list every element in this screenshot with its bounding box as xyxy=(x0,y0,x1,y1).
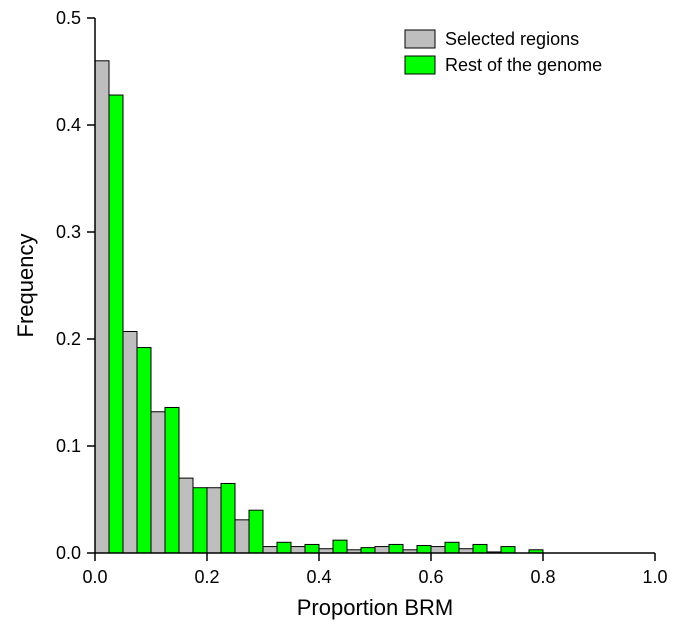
y-tick-label: 0.4 xyxy=(56,115,81,135)
y-tick-label: 0.3 xyxy=(56,222,81,242)
bar-selected-regions-2 xyxy=(151,412,165,553)
bar-rest-of-the-genome-11 xyxy=(417,546,431,553)
x-tick-label: 0.4 xyxy=(306,567,331,587)
bar-rest-of-the-genome-3 xyxy=(193,488,207,553)
bar-selected-regions-10 xyxy=(375,547,389,553)
legend-swatch-0 xyxy=(405,30,435,48)
bar-selected-regions-1 xyxy=(123,332,137,553)
bar-rest-of-the-genome-9 xyxy=(361,548,375,553)
bar-selected-regions-12 xyxy=(431,547,445,553)
bar-rest-of-the-genome-8 xyxy=(333,540,347,553)
bar-rest-of-the-genome-1 xyxy=(137,348,151,553)
legend-label-1: Rest of the genome xyxy=(445,55,602,75)
y-axis-label: Frequency xyxy=(13,234,38,338)
bar-selected-regions-0 xyxy=(95,61,109,553)
bar-rest-of-the-genome-7 xyxy=(305,544,319,553)
bar-rest-of-the-genome-0 xyxy=(109,95,123,553)
bar-rest-of-the-genome-14 xyxy=(501,547,515,553)
bar-selected-regions-7 xyxy=(291,547,305,553)
bar-selected-regions-3 xyxy=(179,478,193,553)
bar-rest-of-the-genome-2 xyxy=(165,407,179,553)
bar-selected-regions-6 xyxy=(263,547,277,553)
bar-rest-of-the-genome-6 xyxy=(277,542,291,553)
y-tick-label: 0.0 xyxy=(56,543,81,563)
x-tick-label: 0.2 xyxy=(194,567,219,587)
x-tick-label: 1.0 xyxy=(642,567,667,587)
legend-swatch-1 xyxy=(405,56,435,74)
bar-rest-of-the-genome-13 xyxy=(473,544,487,553)
x-axis-label: Proportion BRM xyxy=(297,595,454,620)
chart-svg: 0.0 0.2 0.4 0.6 0.8 1.0 Proportion BRM 0.0 0.1 0.… xyxy=(0,0,685,641)
histogram-chart: 0.0 0.2 0.4 0.6 0.8 1.0 Proportion BRM 0.0 0.1 0.… xyxy=(0,0,685,641)
bar-selected-regions-5 xyxy=(235,520,249,553)
bar-rest-of-the-genome-10 xyxy=(389,544,403,553)
x-tick-label: 0.0 xyxy=(82,567,107,587)
bar-selected-regions-4 xyxy=(207,488,221,553)
bar-rest-of-the-genome-12 xyxy=(445,542,459,553)
y-tick-label: 0.5 xyxy=(56,8,81,28)
x-tick-label: 0.6 xyxy=(418,567,443,587)
x-tick-label: 0.8 xyxy=(530,567,555,587)
bar-rest-of-the-genome-5 xyxy=(249,510,263,553)
legend-label-0: Selected regions xyxy=(445,29,579,49)
bar-rest-of-the-genome-4 xyxy=(221,483,235,553)
y-tick-label: 0.1 xyxy=(56,436,81,456)
y-tick-label: 0.2 xyxy=(56,329,81,349)
